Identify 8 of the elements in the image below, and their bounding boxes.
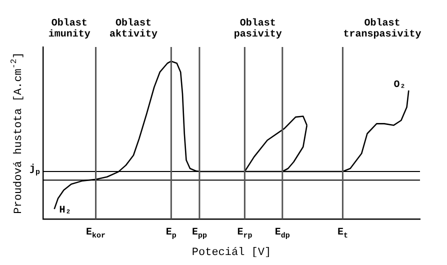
- text: Oblast transpasivity: [343, 18, 422, 41]
- annotation: O₂: [394, 80, 406, 91]
- text: Oblast pasivity: [234, 18, 282, 41]
- x-axis-title: Poteciál [V]: [192, 246, 272, 259]
- y-axis-title: Proudová hustota [A.cm-2]: [10, 52, 25, 214]
- text: Oblast aktivity: [109, 18, 158, 41]
- annotation: H₂: [59, 206, 72, 217]
- text: Oblast imunity: [48, 18, 90, 41]
